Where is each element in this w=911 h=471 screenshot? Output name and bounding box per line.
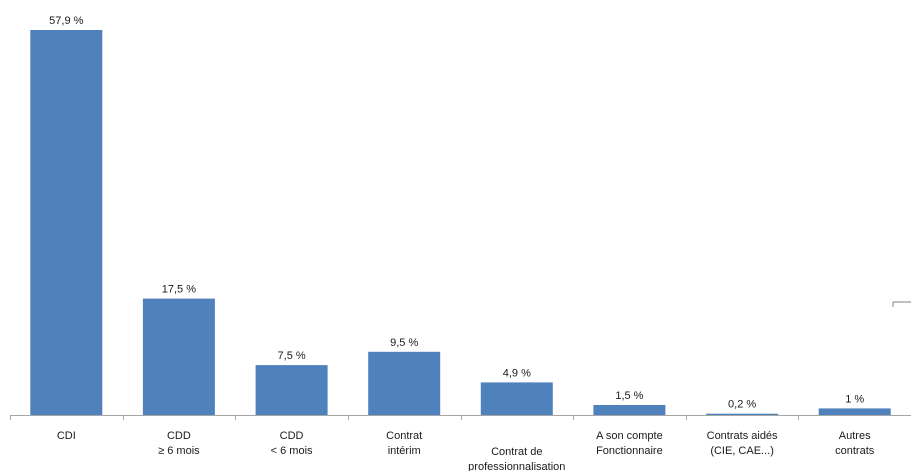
category-label: Autres	[839, 430, 871, 442]
bar	[255, 365, 328, 415]
category-label: CDD	[167, 430, 191, 442]
category-label: Contrat	[386, 430, 422, 442]
corner-bracket-mark	[892, 301, 911, 307]
data-label: 1 %	[845, 393, 864, 405]
data-label: 9,5 %	[390, 337, 418, 349]
data-label: 57,9 %	[49, 15, 83, 27]
labels-layer: 57,9 % 17,5 % 7,5 % 9,5 % 4,9 % 1,5 % 0,2 % 1 %	[49, 15, 864, 411]
bars-layer	[30, 30, 891, 415]
category-label: CDI	[57, 430, 76, 442]
category-label: < 6 mois	[271, 445, 313, 457]
data-label: 4,9 %	[503, 367, 531, 379]
category-label: Contrat de	[491, 446, 542, 458]
data-label: 1,5 %	[615, 390, 643, 402]
category-label: (CIE, CAE...)	[710, 445, 774, 457]
bar	[368, 351, 441, 415]
bar	[480, 382, 553, 415]
axis-layer	[10, 415, 911, 420]
category-labels-layer: CDI CDD ≥ 6 mois CDD < 6 mois Contrat intérim C…	[57, 430, 875, 471]
bar	[706, 413, 779, 415]
bar	[818, 408, 891, 415]
category-label: professionnalisation	[468, 461, 565, 471]
data-label: 0,2 %	[728, 399, 756, 411]
bar	[142, 298, 215, 415]
category-label: contrats	[835, 445, 875, 457]
category-label: Contrats aidés	[707, 430, 778, 442]
category-label: ≥ 6 mois	[158, 445, 200, 457]
category-label: CDD	[280, 430, 304, 442]
category-label: intérim	[388, 445, 421, 457]
category-label: Fonctionnaire	[596, 445, 663, 457]
bar	[30, 30, 103, 415]
data-label: 7,5 %	[278, 350, 306, 362]
bar	[593, 405, 666, 415]
data-label: 17,5 %	[162, 284, 196, 296]
category-label: A son compte	[596, 430, 663, 442]
